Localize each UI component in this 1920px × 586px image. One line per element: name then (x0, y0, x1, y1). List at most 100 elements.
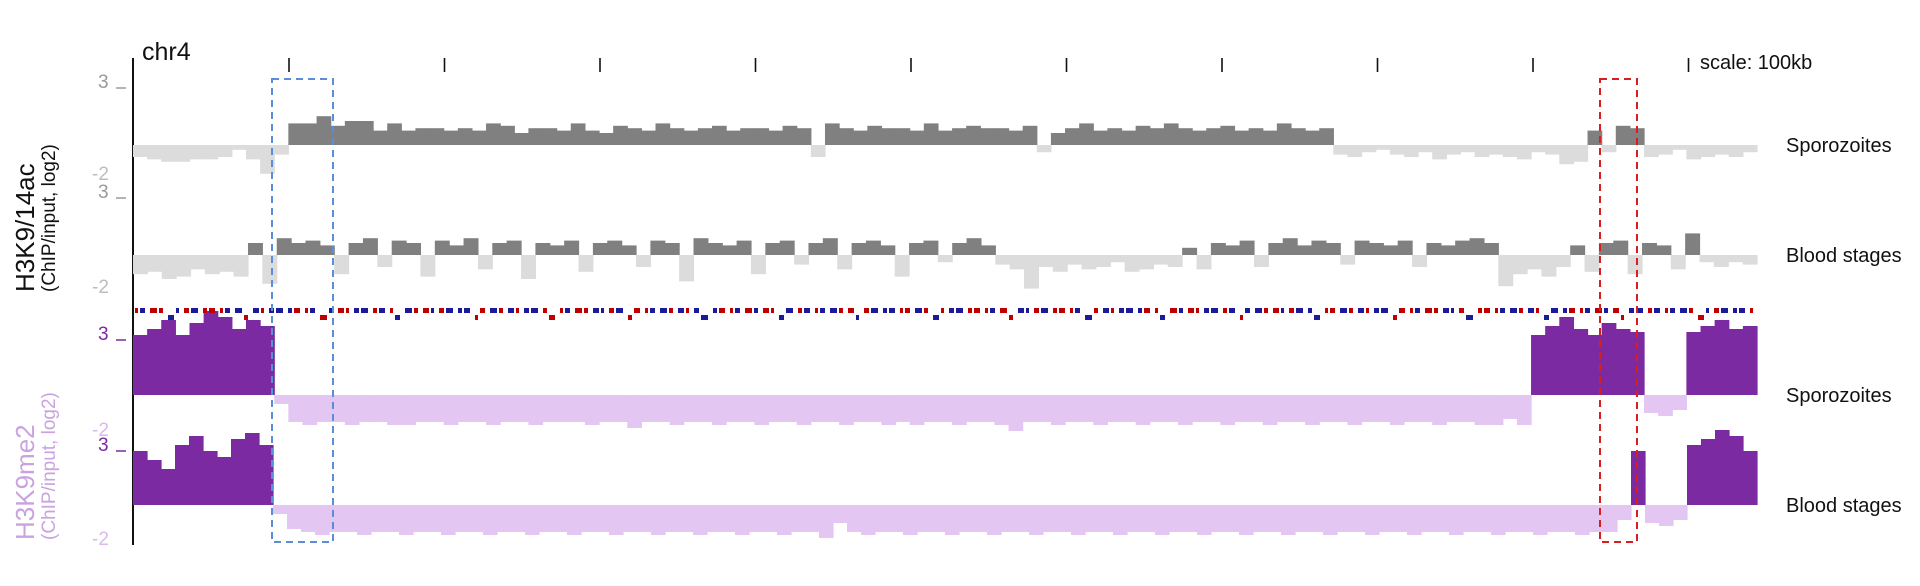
track-1-1-bin (1701, 439, 1716, 505)
track-1-0-bin (1389, 395, 1405, 425)
chromosome-label: chr4 (142, 38, 191, 66)
track-1-1-bin (889, 505, 904, 532)
track-0-1-bin (1268, 243, 1284, 255)
track-1-0-bin (584, 395, 600, 425)
gene-feature (1393, 315, 1397, 320)
track-1-0-bin (217, 317, 233, 395)
track-1-1-bin (931, 505, 946, 532)
track-1-1-bin (553, 505, 568, 532)
track-1-1-bin (1309, 505, 1324, 532)
track-1-1-bin (791, 505, 806, 532)
track-0-0-bin (867, 125, 883, 145)
gene-feature (713, 308, 717, 313)
track-1-0-bin (1107, 395, 1123, 422)
gene-feature (889, 308, 895, 313)
track-0-0-bin (1375, 145, 1391, 150)
track-0-1-bin (636, 255, 651, 267)
track-1-0-bin (1629, 332, 1645, 395)
track-0-0-bin (1714, 145, 1730, 155)
track-0-0-bin (796, 128, 812, 145)
track-1-1-bin (441, 505, 456, 535)
gene-feature (883, 308, 887, 313)
gene-feature (1739, 308, 1745, 313)
track-0-1-bin (233, 255, 249, 277)
track-1-1-bin (623, 505, 638, 532)
track-1-0-bin (980, 395, 996, 422)
track-0-0-bin (1460, 145, 1476, 153)
track-1-1-bin (847, 505, 862, 532)
track-1-1-bin (1463, 505, 1478, 532)
gene-feature (1519, 308, 1523, 313)
track-0-1-bin (1397, 240, 1413, 255)
track-0-1-bin (262, 255, 278, 284)
gene-feature (1374, 308, 1379, 313)
gene-feature (1179, 308, 1183, 313)
track-1-1-bin (1659, 505, 1674, 526)
gene-feature (354, 308, 359, 313)
gene-feature (968, 308, 972, 313)
gene-feature (1714, 308, 1719, 313)
track-0-1-bin (1742, 255, 1758, 265)
gene-feature (261, 308, 264, 313)
gene-feature (310, 308, 315, 313)
y-tick-bottom-label: -2 (92, 164, 109, 185)
track-0-1-bin (1282, 238, 1298, 255)
track-0-1-bin (1311, 240, 1327, 255)
track-0-1-bin (1024, 255, 1040, 289)
track-1-1-bin (917, 505, 932, 532)
track-1-0-bin (1516, 395, 1532, 425)
track-0-0-bin (1319, 128, 1334, 145)
track-1-1-bin (455, 505, 470, 532)
gene-feature (150, 308, 157, 313)
gene-feature (763, 308, 769, 313)
track-0-1-bin (1412, 255, 1428, 267)
gene-feature (1665, 308, 1668, 313)
track-1-1-bin (1491, 505, 1506, 535)
gene-feature (405, 308, 412, 313)
track-0-0-bin (1093, 130, 1108, 145)
gene-feature (1018, 308, 1024, 313)
gene-feature (480, 308, 485, 313)
track-1-0-bin (740, 395, 755, 422)
gene-feature (820, 308, 825, 313)
track-1-1-bin (721, 505, 736, 532)
track-0-1-bin (1670, 255, 1686, 270)
track-0-1-bin (535, 243, 551, 255)
track-1-1-bin (147, 460, 162, 505)
gene-feature (276, 308, 283, 313)
track-0-1-bin (578, 255, 594, 272)
track-1-0-bin (1333, 395, 1349, 422)
gene-feature (949, 308, 954, 313)
track-0-0-bin (528, 128, 544, 145)
track-0-1-bin (765, 243, 781, 255)
track-1-1-bin (1239, 505, 1254, 535)
track-0-0-bin (1474, 145, 1490, 157)
y-tick-top-label: 3 (98, 324, 109, 345)
gene-feature (1245, 308, 1250, 313)
track-0-1-bin (937, 255, 953, 263)
track-0-1-bin (1297, 245, 1313, 255)
gene-feature (669, 308, 673, 313)
gene-feature (1170, 308, 1177, 313)
acetylation-axis-subtitle: (ChIP/input, log2) (39, 144, 60, 292)
track-1-0-bin (599, 395, 614, 422)
track-0-0-bin (641, 130, 657, 145)
gene-feature (1425, 308, 1432, 313)
gene-feature (508, 308, 514, 313)
track-1-1-bin (287, 505, 302, 529)
track-0-0-bin (1276, 123, 1292, 145)
track-0-0-bin (1178, 128, 1193, 145)
track-1-1-bin (1113, 505, 1128, 535)
gene-feature (235, 308, 242, 313)
track-0-0-bin (471, 130, 487, 145)
track-0-0-bin (1403, 145, 1419, 157)
track-1-1-bin (357, 505, 372, 535)
gene-feature (1281, 308, 1284, 313)
gene-feature (719, 308, 725, 313)
gene-feature (1041, 308, 1048, 313)
track-1-0-bin (923, 395, 939, 422)
gene-feature (1680, 308, 1687, 313)
track-1-1-bin (511, 505, 526, 532)
gene-feature (804, 308, 810, 313)
